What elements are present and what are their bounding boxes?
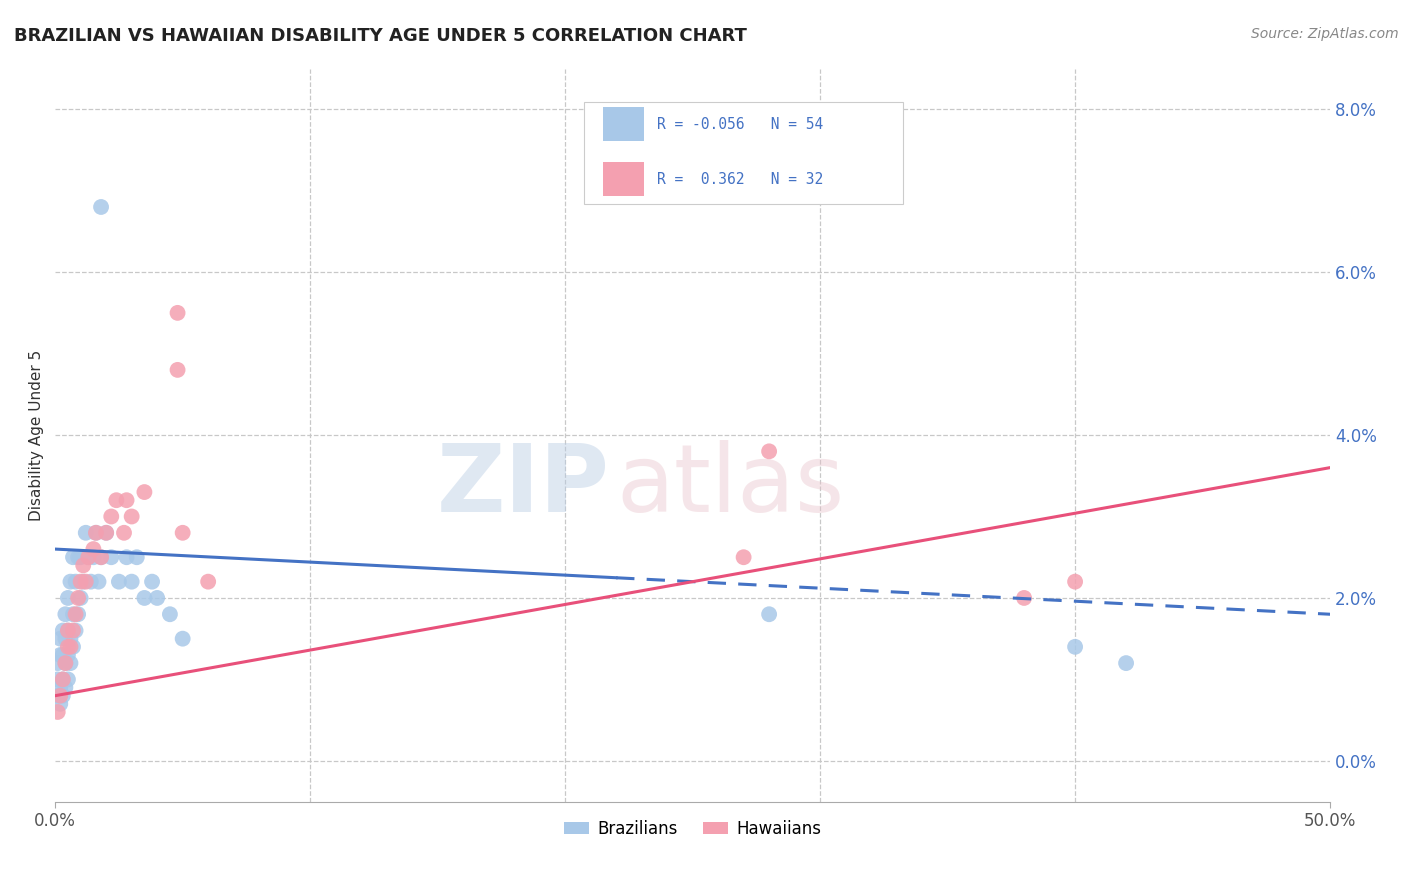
Point	[172, 525, 194, 540]
Y-axis label: Disability Age Under 5: Disability Age Under 5	[30, 350, 44, 521]
Point	[52, 648, 75, 662]
Point	[72, 558, 94, 573]
Point	[53, 607, 76, 622]
Point	[62, 607, 84, 622]
Point	[65, 607, 87, 622]
Point	[52, 673, 75, 687]
Point	[49, 689, 72, 703]
Point	[49, 697, 72, 711]
Point	[53, 656, 76, 670]
Point	[159, 607, 181, 622]
Point	[96, 525, 118, 540]
Point	[77, 550, 100, 565]
Point	[67, 591, 90, 605]
Point	[758, 607, 780, 622]
Text: atlas: atlas	[616, 441, 845, 533]
Point	[108, 574, 131, 589]
Point	[69, 550, 91, 565]
Point	[62, 640, 84, 654]
Point	[758, 444, 780, 458]
Point	[52, 673, 75, 687]
Point	[52, 689, 75, 703]
Point	[1064, 640, 1087, 654]
Point	[49, 681, 72, 695]
Point	[105, 493, 128, 508]
Point	[100, 509, 122, 524]
Point	[56, 673, 79, 687]
Point	[69, 574, 91, 589]
Text: R =  0.362   N = 32: R = 0.362 N = 32	[657, 172, 823, 186]
Point	[733, 550, 755, 565]
Point	[56, 591, 79, 605]
Point	[77, 550, 100, 565]
Point	[59, 632, 82, 646]
Point	[53, 656, 76, 670]
Point	[96, 525, 118, 540]
Point	[125, 550, 148, 565]
Point	[166, 363, 188, 377]
Point	[1064, 574, 1087, 589]
FancyBboxPatch shape	[585, 102, 903, 204]
Point	[56, 640, 79, 654]
Text: BRAZILIAN VS HAWAIIAN DISABILITY AGE UNDER 5 CORRELATION CHART: BRAZILIAN VS HAWAIIAN DISABILITY AGE UND…	[14, 27, 747, 45]
Point	[146, 591, 169, 605]
Point	[49, 632, 72, 646]
Point	[87, 574, 110, 589]
Point	[141, 574, 163, 589]
Point	[67, 607, 90, 622]
Text: R = -0.056   N = 54: R = -0.056 N = 54	[657, 117, 823, 132]
Point	[52, 624, 75, 638]
Text: Source: ZipAtlas.com: Source: ZipAtlas.com	[1251, 27, 1399, 41]
Point	[59, 656, 82, 670]
FancyBboxPatch shape	[603, 107, 644, 141]
Legend: Brazilians, Hawaiians: Brazilians, Hawaiians	[557, 814, 828, 845]
Point	[72, 574, 94, 589]
Point	[46, 656, 69, 670]
Point	[65, 574, 87, 589]
Point	[56, 624, 79, 638]
Point	[121, 574, 143, 589]
Point	[59, 574, 82, 589]
Point	[53, 681, 76, 695]
Point	[75, 525, 97, 540]
Point	[84, 525, 107, 540]
Text: ZIP: ZIP	[437, 441, 610, 533]
Point	[46, 689, 69, 703]
Point	[80, 574, 103, 589]
Point	[197, 574, 219, 589]
Point	[67, 550, 90, 565]
Point	[82, 550, 104, 565]
Point	[46, 705, 69, 719]
Point	[90, 550, 112, 565]
Point	[69, 591, 91, 605]
Point	[121, 509, 143, 524]
Point	[49, 648, 72, 662]
Point	[62, 550, 84, 565]
Point	[100, 550, 122, 565]
Point	[84, 525, 107, 540]
Point	[172, 632, 194, 646]
Point	[1115, 656, 1137, 670]
Point	[46, 673, 69, 687]
Point	[53, 632, 76, 646]
Point	[56, 648, 79, 662]
Point	[75, 574, 97, 589]
Point	[1012, 591, 1035, 605]
Point	[134, 485, 156, 500]
Point	[166, 306, 188, 320]
Point	[115, 550, 138, 565]
Point	[90, 550, 112, 565]
Point	[82, 542, 104, 557]
Point	[59, 640, 82, 654]
Point	[56, 624, 79, 638]
Point	[65, 624, 87, 638]
Point	[90, 200, 112, 214]
Point	[112, 525, 135, 540]
Point	[62, 624, 84, 638]
FancyBboxPatch shape	[603, 162, 644, 196]
Point	[134, 591, 156, 605]
Point	[115, 493, 138, 508]
